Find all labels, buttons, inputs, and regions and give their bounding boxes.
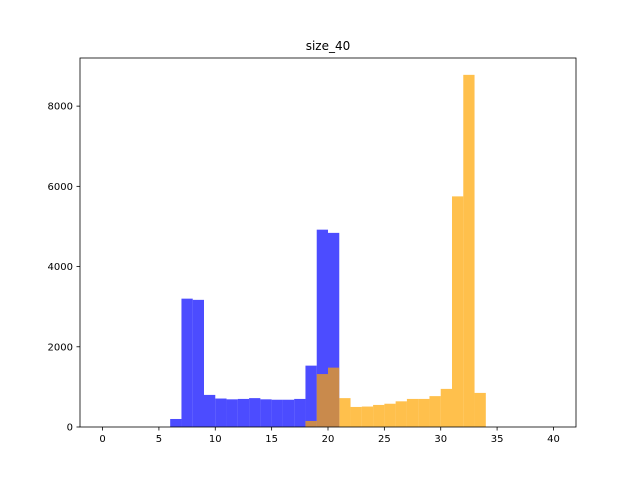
series-1-bar-14 bbox=[463, 74, 475, 428]
series-0-bar-2 bbox=[192, 299, 204, 427]
y-tick-label-4: 8000 bbox=[48, 102, 73, 113]
series-0-bar-1 bbox=[181, 298, 193, 427]
series-0-bar-10 bbox=[282, 399, 295, 427]
series-1-bar-2 bbox=[328, 367, 340, 427]
series-1-bar-13 bbox=[452, 196, 464, 427]
series-0-bar-0 bbox=[170, 418, 182, 427]
series-1-bar-12 bbox=[440, 388, 452, 427]
series-0-bar-14 bbox=[328, 232, 340, 427]
chart-title: size_40 bbox=[306, 39, 351, 53]
series-1-bar-9 bbox=[406, 398, 419, 427]
series-1-bar-1 bbox=[316, 374, 328, 427]
series-1-bar-11 bbox=[429, 396, 441, 427]
series-1-bar-5 bbox=[361, 406, 374, 427]
series-0-bar-9 bbox=[271, 399, 283, 427]
series-1-bar-8 bbox=[395, 401, 407, 427]
series-0-bar-13 bbox=[316, 229, 328, 427]
x-tick-label-5: 25 bbox=[378, 434, 391, 445]
x-tick-label-7: 35 bbox=[491, 434, 504, 445]
series-0-bar-3 bbox=[204, 394, 216, 427]
y-tick-label-3: 6000 bbox=[48, 182, 73, 193]
series-1-bar-15 bbox=[474, 392, 486, 427]
x-axis: 0 5 10 15 20 25 30 35 40 bbox=[99, 427, 560, 445]
y-tick-label-0: 0 bbox=[67, 423, 73, 434]
series-0-bar-4 bbox=[215, 398, 227, 427]
y-tick-label-2: 4000 bbox=[48, 262, 73, 273]
series-0-bar-11 bbox=[294, 398, 306, 427]
series-0-bar-7 bbox=[249, 398, 261, 427]
x-tick-label-8: 40 bbox=[547, 434, 560, 445]
x-tick-label-6: 30 bbox=[434, 434, 447, 445]
x-tick-label-1: 5 bbox=[156, 434, 162, 445]
bars-group bbox=[170, 74, 486, 428]
series-1-bar-6 bbox=[373, 404, 385, 427]
x-tick-label-4: 20 bbox=[322, 434, 335, 445]
series-1-bar-0 bbox=[305, 420, 317, 427]
series-0-bar-5 bbox=[226, 399, 238, 427]
series-0-bar-8 bbox=[260, 399, 272, 427]
series-0-bar-6 bbox=[237, 398, 250, 427]
series-1-bar-3 bbox=[339, 398, 351, 427]
series-1-bar-4 bbox=[350, 406, 362, 427]
x-tick-label-0: 0 bbox=[99, 434, 105, 445]
series-1-bar-10 bbox=[418, 398, 430, 427]
series-0-bar-12 bbox=[305, 365, 317, 427]
x-tick-label-2: 10 bbox=[209, 434, 222, 445]
y-tick-label-1: 2000 bbox=[48, 342, 73, 353]
y-axis: 0 2000 4000 6000 8000 bbox=[48, 102, 80, 434]
series-1-bar-7 bbox=[384, 403, 396, 427]
x-tick-label-3: 15 bbox=[265, 434, 278, 445]
